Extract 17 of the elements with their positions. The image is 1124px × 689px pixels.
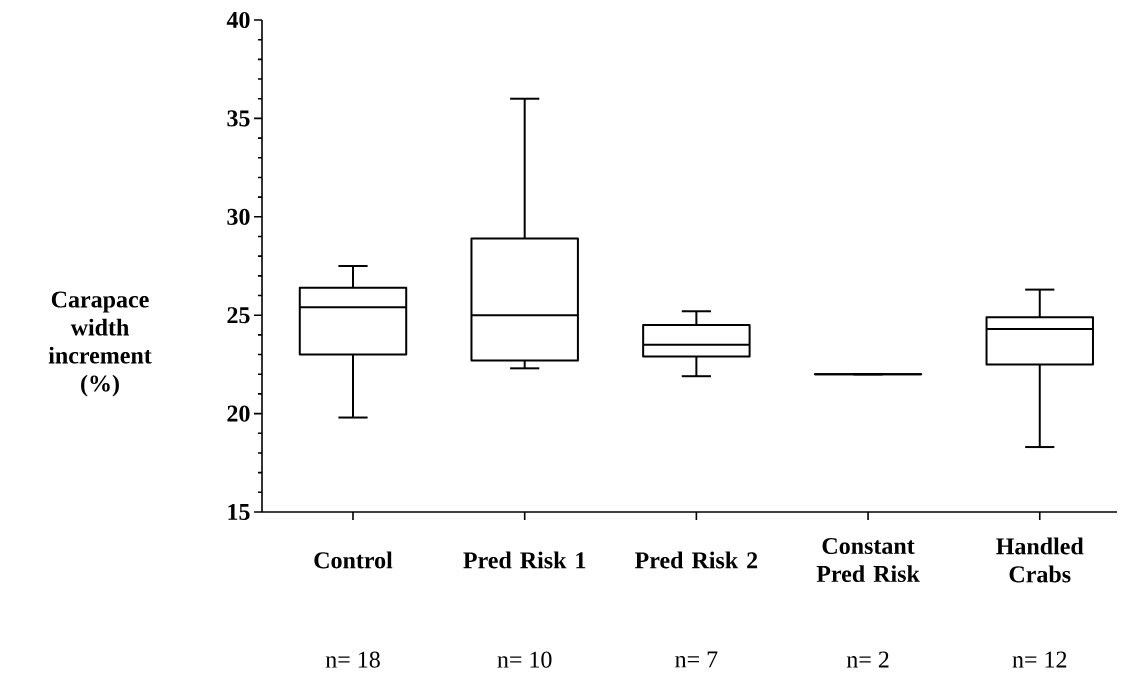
x-tick-label: Pred Risk 2 [635, 551, 758, 569]
text: n= 2 [846, 651, 889, 668]
y-tick-label: 25 [227, 307, 250, 324]
y-tick-label: 20 [227, 405, 250, 422]
y-tick-label: 35 [227, 110, 250, 127]
y-tick-label: 15 [228, 503, 250, 521]
x-tick-label: Handled Crabs [996, 537, 1084, 583]
x-tick-label: Control [314, 551, 393, 569]
x-tick-label: Pred Risk 1 [463, 551, 586, 569]
text: n= 12 [1012, 651, 1067, 668]
y-tick-label: 40 [226, 11, 250, 29]
y-tick-label: 30 [227, 208, 250, 225]
text: n= 7 [675, 651, 718, 668]
text: n= 18 [325, 651, 380, 668]
y-axis-title: Carapace width increment (%) [48, 291, 152, 397]
text: n= 10 [497, 651, 552, 668]
x-tick-label: Constant Pred Risk [816, 537, 920, 583]
